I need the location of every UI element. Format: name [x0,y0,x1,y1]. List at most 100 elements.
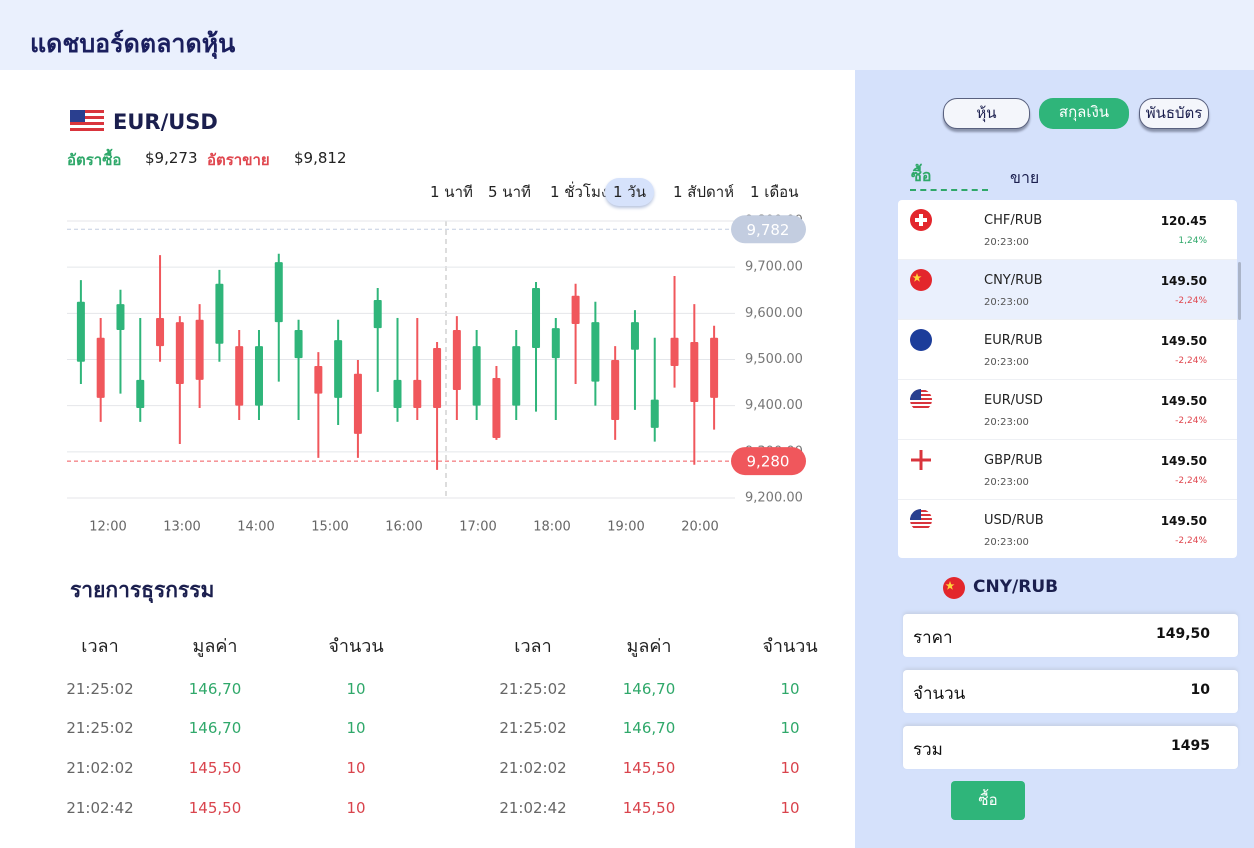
candle-body [274,262,283,323]
column-header: มูลค่า [192,636,238,657]
pair-price: 149.50 [1160,514,1207,528]
x-tick-label: 12:00 [89,520,126,535]
pair-name: EUR/RUB [984,333,1043,348]
candle-body [492,377,501,438]
table-cell: 145,50 [622,799,676,817]
candle-body [630,322,639,350]
pair-price: 149.50 [1160,334,1207,348]
candle-body [670,337,679,366]
flag [910,509,932,531]
candle-body [571,295,580,324]
list-row[interactable]: CNY/RUB 20:23:00 149.50 -2,24% [898,260,1237,320]
bid-value: $9,273 [145,149,198,167]
candlestick-chart: 9,200.009,300.009,400.009,500.009,600.00… [67,214,806,535]
ask-label: อัตราขาย [207,151,270,169]
pair-time: 20:23:00 [984,417,1029,428]
candle-body [532,287,541,348]
pair-price: 149.50 [1160,454,1207,468]
table-cell: 10 [780,799,800,817]
field-label: ราคา [913,628,953,648]
field-label: รวม [913,740,943,760]
pair-time: 20:23:00 [984,297,1029,308]
candle-body [195,319,204,380]
candle-body [512,346,521,406]
list-row[interactable]: GBP/RUB 20:23:00 149.50 -2,24% [898,440,1237,500]
table-cell: 21:25:02 [66,719,134,737]
timeframe-button[interactable]: 1 นาที [430,183,473,201]
table-cell: 10 [780,719,800,737]
x-tick-label: 20:00 [681,520,718,535]
pair-change: -2,24% [1175,416,1207,426]
table-cell: 145,50 [188,759,242,777]
table-cell: 10 [346,719,366,737]
flag [910,269,932,291]
pair-name: EUR/USD [984,393,1043,408]
bid-label: อัตราซื้อ [67,151,122,169]
pair-name: CHF/RUB [984,213,1043,228]
candle-body [393,379,402,408]
y-tick-label: 9,600.00 [745,306,803,321]
pair-name: GBP/RUB [984,453,1043,468]
table-cell: 145,50 [188,799,242,817]
timeframe-button[interactable]: 1 เดือน [750,183,799,201]
column-header: จำนวน [328,636,384,657]
transactions-title: รายการธุรกรรม [70,578,215,602]
list-row[interactable]: CHF/RUB 20:23:00 120.45 1,24% [898,200,1237,260]
candle-body [650,399,659,428]
scrollbar [1238,262,1241,320]
price-badge [731,447,806,476]
table-cell: 10 [780,759,800,777]
timeframe-button[interactable]: 1 สัปดาห์ [673,183,735,201]
pair-name: USD/RUB [984,513,1044,528]
price-badge-label: 9,280 [747,453,790,471]
field-value: 149,50 [1155,626,1210,642]
pair-change: -2,24% [1175,536,1207,546]
timeframe-button[interactable]: 5 นาที [488,183,531,201]
candle-body [235,346,244,406]
pair-change: 1,24% [1178,236,1207,246]
candle-body [175,322,184,384]
tab-button[interactable]: หุ้น [943,98,1030,129]
x-tick-label: 15:00 [311,520,348,535]
candle-body [334,340,343,398]
pair-list: CHF/RUB 20:23:00 120.45 1,24% CNY/RUB 20:23:0… [898,200,1237,558]
x-tick-label: 13:00 [163,520,200,535]
x-tick-label: 14:00 [237,520,274,535]
list-row[interactable]: EUR/RUB 20:23:00 149.50 -2,24% [898,320,1237,380]
subtab[interactable]: ขาย [1010,168,1040,187]
list-row[interactable]: USD/RUB 20:23:00 149.50 -2,24% [898,500,1237,558]
candle-body [215,283,224,344]
table-cell: 21:25:02 [499,680,567,698]
candle-body [76,301,85,362]
table-cell: 146,70 [622,719,676,737]
field-value: 10 [1190,682,1210,698]
tab-button[interactable]: พันธบัตร [1139,98,1209,129]
timeframe-button[interactable]: 1 ชั่วโมง [550,183,609,201]
tab-button[interactable]: สกุลเงิน [1039,98,1129,129]
flag [910,449,932,471]
pair-time: 20:23:00 [984,357,1029,368]
column-header: มูลค่า [626,636,672,657]
candle-body [591,322,600,382]
order-field: ราคา 149,50 [903,614,1238,657]
candle-body [690,341,699,402]
timeframe-button[interactable]: 1 วัน [605,178,654,206]
column-header: เวลา [81,636,119,657]
flag-cn [943,577,965,599]
pair-time: 20:23:00 [984,537,1029,548]
list-row[interactable]: EUR/USD 20:23:00 149.50 -2,24% [898,380,1237,440]
timeframes: 1 นาที 5 นาที 1 ชั่วโมง 1 วัน 1 สัปดาห์ 1 เดื… [420,178,810,208]
order-field: รวม 1495 [903,726,1238,769]
header: แดชบอร์ดตลาดหุ้น [0,0,1254,70]
ask-value: $9,812 [294,149,347,167]
pair-price: 120.45 [1160,214,1207,228]
pair-name: CNY/RUB [984,273,1043,288]
buy-button[interactable]: ซื้อ [951,781,1025,820]
subtab[interactable]: ซื้อ [911,166,932,185]
candle-body [353,373,362,434]
table-cell: 145,50 [622,759,676,777]
x-tick-label: 16:00 [385,520,422,535]
page-title: แดชบอร์ดตลาดหุ้น [30,29,236,58]
y-tick-label: 9,700.00 [745,260,803,275]
candle-body [710,337,719,398]
